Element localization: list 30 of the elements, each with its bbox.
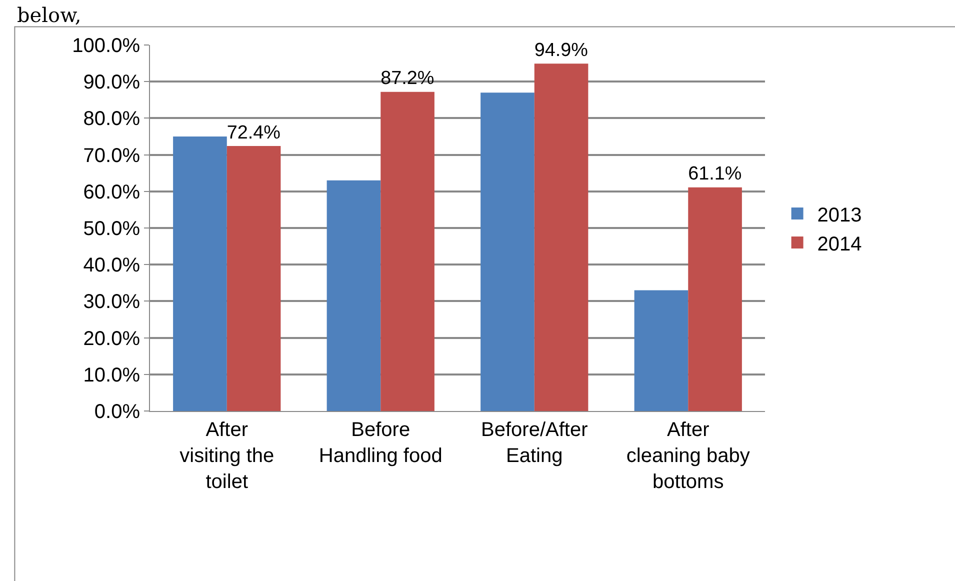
data-label: 72.4%: [226, 122, 281, 144]
bar: [480, 92, 534, 411]
bar: [226, 146, 281, 411]
x-tick-label: Before/After Eating: [481, 419, 588, 467]
y-tick-label: 30.0%: [83, 291, 140, 314]
y-tick-label: 70.0%: [83, 144, 140, 167]
legend-label: 2014: [817, 233, 862, 256]
bar: [380, 92, 434, 411]
y-tick-label: 10.0%: [83, 364, 140, 386]
y-tick-label: 90.0%: [83, 72, 140, 94]
y-tick-label: 50.0%: [83, 218, 140, 240]
data-label: 61.1%: [688, 164, 742, 185]
y-tick-label: 100.0%: [72, 35, 140, 57]
bar: [688, 187, 742, 411]
x-tick-label: After cleaning baby bottoms: [626, 419, 750, 493]
text: below,: [17, 3, 82, 27]
y-tick-label: 40.0%: [83, 254, 140, 277]
y-tick-label: 60.0%: [83, 181, 140, 204]
y-tick-label: 0.0%: [94, 401, 140, 423]
legend-label: 2013: [817, 204, 862, 226]
data-label: 87.2%: [380, 68, 434, 90]
data-label: 94.9%: [534, 40, 588, 61]
x-tick-label: Before Handling food: [318, 419, 442, 467]
y-tick-label: 20.0%: [83, 328, 140, 350]
bar: [326, 180, 381, 411]
bar: [634, 290, 688, 411]
y-tick-label: 80.0%: [83, 108, 140, 130]
x-tick-label: After visiting the toilet: [180, 419, 274, 493]
bar: [173, 136, 227, 411]
bar: [534, 64, 588, 411]
